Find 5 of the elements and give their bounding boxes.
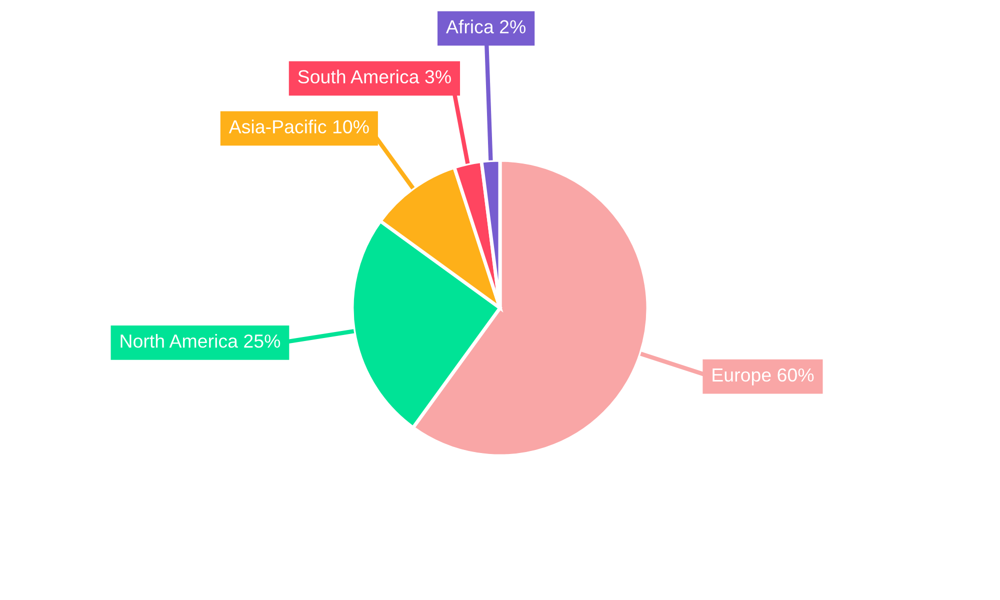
slice-label: North America 25% [120, 334, 280, 348]
slice-label: South America 3% [298, 70, 451, 84]
slice-label: Africa 2% [446, 20, 526, 34]
slice-label: Europe 60% [712, 368, 814, 386]
slice-label: Asia-Pacific 10% [228, 120, 369, 134]
